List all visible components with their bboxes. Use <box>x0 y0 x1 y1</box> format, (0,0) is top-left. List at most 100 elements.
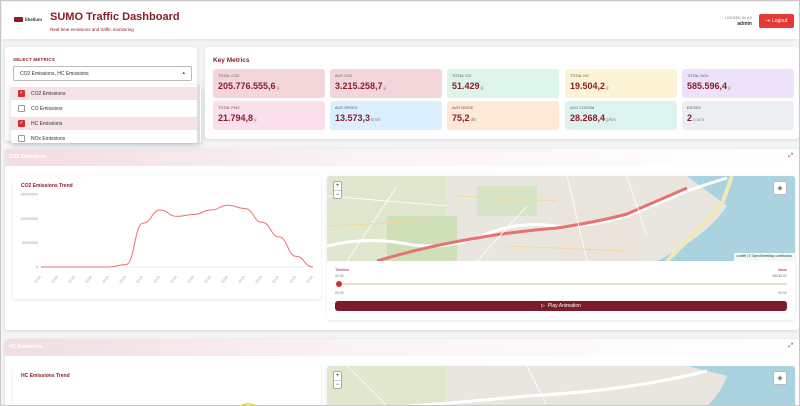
metric-unit: count <box>693 117 705 122</box>
checkbox-co2[interactable]: ✓ <box>18 90 25 97</box>
metric-unit: g <box>480 85 484 90</box>
select-metrics-label: SELECT METRICS <box>13 57 56 62</box>
logged-in-label: LOGGED IN AS <box>724 16 752 20</box>
time-start: 00:00 <box>335 291 344 295</box>
map-view[interactable] <box>327 366 795 406</box>
section-header: HC Emissions ⤢ <box>5 339 799 356</box>
metric-card-avg-co2: AVG CO2 3.215.258,7g <box>330 69 442 98</box>
metric-label: AVG SPEED <box>335 106 358 110</box>
layers-icon[interactable]: ◈ <box>773 181 787 195</box>
dropdown-scrollbar[interactable] <box>197 85 200 143</box>
zoom-out-button[interactable]: − <box>334 380 341 388</box>
x-tick-label: 00:00 <box>102 275 110 284</box>
x-tick-label: 00:00 <box>85 275 93 284</box>
metric-unit: g/km <box>606 117 616 122</box>
hc-map-card: + − ◈ <box>327 366 795 406</box>
option-co2-emissions[interactable]: ✓ CO2 Emissions <box>11 87 197 100</box>
timeline-slider-thumb[interactable] <box>336 281 342 287</box>
metric-unit: g <box>276 85 280 90</box>
zoom-in-button[interactable]: + <box>335 183 340 189</box>
metric-card-total-hc: TOTAL HC 19.504,2g <box>565 69 677 98</box>
option-label: CO2 Emissions <box>31 90 66 97</box>
metric-card-total-co: TOTAL CO 51.429g <box>447 69 559 98</box>
metric-value: 21.794,8g <box>218 113 257 123</box>
x-tick-label: 00:00 <box>170 275 178 284</box>
chevron-up-icon[interactable]: ▴ <box>182 70 185 76</box>
key-metrics-title: Key Metrics <box>213 57 250 64</box>
option-co-emissions[interactable]: CO Emissions <box>11 102 197 115</box>
x-tick-label: 00:00 <box>187 275 195 284</box>
metric-card-avg-co2-km: AVG CO2/KM 28.268,4g/km <box>565 101 677 130</box>
y-tick-label: 150000000 <box>20 193 38 197</box>
logout-button[interactable]: ⇥ Logout <box>759 14 794 28</box>
co2-map-card: + − ◈ Leaflet | © OpenStreetMap contribu… <box>327 176 795 320</box>
metric-card-avg-speed: AVG SPEED 13.573,3km/h <box>330 101 442 130</box>
logo-icon <box>14 17 23 22</box>
play-animation-button[interactable]: ▷ Play Animation <box>335 301 787 311</box>
zoom-out-button[interactable]: − <box>334 190 341 198</box>
section-title: CO2 Emissions <box>9 154 46 160</box>
option-nox-emissions[interactable]: NOx Emissions <box>11 132 197 143</box>
metric-unit: g <box>254 117 257 122</box>
metric-card-total-co2: TOTAL CO2 205.776.555,6g <box>213 69 325 98</box>
x-tick-label: 00:00 <box>204 275 212 284</box>
option-label: NOx Emissions <box>31 135 66 142</box>
co2-section: CO2 Emissions ⤢ CO2 Emissions Trend 1500… <box>5 149 799 330</box>
metric-label: AVG NOISE <box>452 106 474 110</box>
x-tick-label: 00:00 <box>34 275 42 284</box>
checkbox-co[interactable] <box>18 105 25 112</box>
hc-chart-card: HC Emissions Trend <box>13 366 321 405</box>
zoom-in-button[interactable]: + <box>335 373 340 379</box>
x-tick-label: 00:00 <box>153 275 161 284</box>
metric-unit: km/h <box>371 117 381 122</box>
metrics-select[interactable]: CO2 Emissions, HC Emissions ▴ <box>13 66 192 81</box>
chart-title: CO2 Emissions Trend <box>21 183 73 189</box>
timeline-slider-track[interactable] <box>339 283 787 285</box>
map-attribution: Leaflet | © OpenStreetMap contributors <box>733 253 795 261</box>
expand-icon[interactable]: ⤢ <box>788 153 793 159</box>
metric-value: 2count <box>687 113 705 123</box>
option-hc-emissions[interactable]: ✓ HC Emissions <box>11 117 197 130</box>
play-icon: ▷ <box>541 303 545 309</box>
app-title: SUMO Traffic Dashboard <box>50 11 180 23</box>
expand-icon[interactable]: ⤢ <box>788 343 793 349</box>
metric-value: 13.573,3km/h <box>335 113 381 123</box>
checkbox-hc[interactable]: ✓ <box>18 120 25 127</box>
x-tick-label: 00:00 <box>306 275 314 284</box>
x-tick-label: 00:00 <box>136 275 144 284</box>
x-tick-label: 00:00 <box>238 275 246 284</box>
x-tick-label: 00:00 <box>255 275 263 284</box>
metric-card-avg-noise: AVG NOISE 75,2dB <box>447 101 559 130</box>
layers-icon[interactable]: ◈ <box>773 371 787 385</box>
metric-value: 51.429g <box>452 81 484 91</box>
map-view[interactable] <box>327 176 795 261</box>
checkbox-nox[interactable] <box>18 135 25 142</box>
metric-label: TOTAL HC <box>570 74 590 78</box>
option-label: HC Emissions <box>31 120 63 127</box>
metrics-select-value: CO2 Emissions, HC Emissions <box>20 71 89 77</box>
metric-unit: dB <box>470 117 477 122</box>
username: admin <box>737 21 752 27</box>
logo-text: libelium <box>25 17 43 22</box>
metric-label: EDGES <box>687 106 701 110</box>
timeline-value: 00:00 <box>335 274 344 278</box>
metric-card-total-nox: TOTAL NOX 585.596,4g <box>682 69 794 98</box>
header: libelium SUMO Traffic Dashboard Real-tim… <box>2 2 799 39</box>
app-subtitle: Real-time emissions and traffic monitori… <box>50 27 134 32</box>
x-tick-label: 00:00 <box>272 275 280 284</box>
metric-unit: g <box>728 85 731 90</box>
metric-card-total-pmx: TOTAL PMX 21.794,8g <box>213 101 325 130</box>
logo: libelium <box>14 17 42 22</box>
key-metrics-panel: Key Metrics TOTAL CO2 205.776.555,6g AVG C… <box>205 47 799 139</box>
co2-chart-card: CO2 Emissions Trend 150000000 100000000 50… <box>13 176 321 299</box>
hc-section: HC Emissions ⤢ HC Emissions Trend + − ◈ <box>5 339 799 406</box>
x-tick-label: 00:00 <box>119 275 127 284</box>
metric-label: TOTAL CO <box>452 74 472 78</box>
co2-series-line <box>41 204 314 268</box>
value-label: Value <box>777 268 787 272</box>
metric-unit: g <box>606 85 609 90</box>
metric-value: 205.776.555,6g <box>218 81 280 91</box>
time-end: 00:00 <box>778 291 787 295</box>
metric-value: 19.504,2g <box>570 81 609 91</box>
